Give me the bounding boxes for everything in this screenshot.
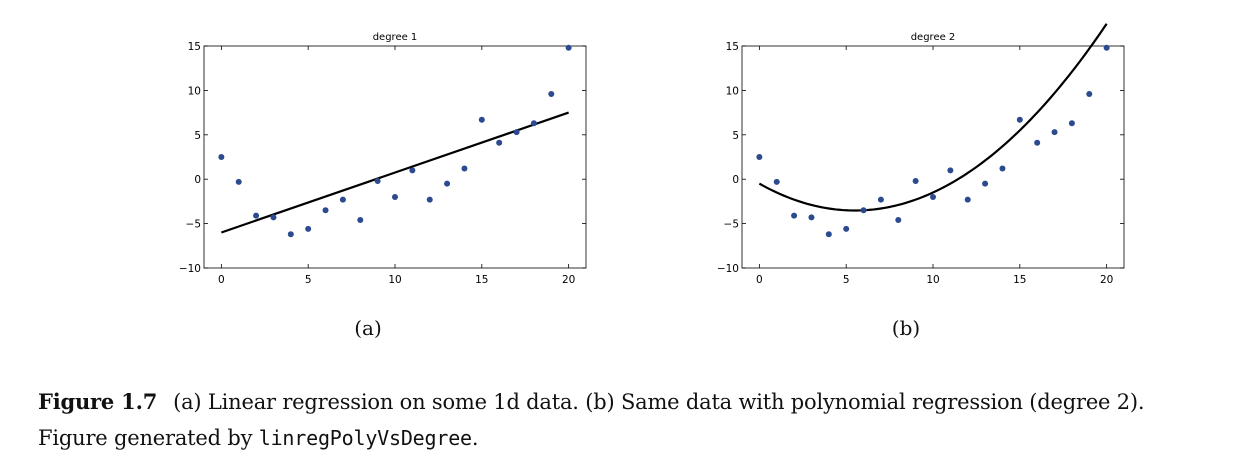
x-tick-label: 5	[843, 274, 850, 286]
x-tick-label: 5	[305, 274, 312, 286]
data-point	[444, 180, 451, 187]
data-point	[496, 139, 503, 146]
data-point	[253, 212, 260, 219]
data-point	[860, 207, 867, 214]
data-point	[339, 196, 346, 203]
data-point	[843, 225, 850, 232]
data-point	[1086, 90, 1093, 97]
data-point	[947, 167, 954, 174]
x-tick-label: 0	[218, 274, 225, 286]
data-point	[1016, 116, 1023, 123]
data-point	[548, 90, 555, 97]
caption-generated-suffix: .	[471, 426, 479, 450]
y-tick-label: 15	[726, 41, 739, 53]
caption-code-name: linregPolyVsDegree	[258, 426, 472, 450]
data-point	[530, 120, 537, 127]
y-tick-label: 5	[732, 130, 739, 142]
data-point	[322, 207, 329, 214]
panel-label-a: (a)	[354, 316, 382, 340]
x-tick-label: 10	[926, 274, 939, 286]
chart-title: degree 2	[911, 32, 956, 43]
data-point	[409, 167, 416, 174]
y-tick-label: 0	[732, 174, 739, 186]
data-point	[218, 154, 225, 160]
x-tick-label: 15	[475, 274, 488, 286]
data-point	[756, 154, 763, 160]
x-tick-label: 20	[1100, 274, 1113, 286]
data-point	[1103, 44, 1110, 51]
data-point	[964, 196, 971, 203]
data-point	[357, 217, 364, 224]
caption-line-2: Figure generated by linregPolyVsDegree.	[38, 420, 1248, 456]
chart-degree-2: degree 2 0 5 10 15 20 −10 −5 0 5 10 15	[717, 23, 1125, 286]
data-point	[461, 165, 468, 172]
data-point	[912, 177, 919, 184]
y-tick-label: 0	[194, 174, 201, 186]
caption-line-1: Figure 1.7 (a) Linear regression on some …	[38, 384, 1248, 420]
data-point	[982, 180, 989, 187]
data-point	[305, 225, 312, 232]
data-point	[825, 231, 832, 238]
y-tick-label: 5	[194, 130, 201, 142]
y-tick-label: −10	[179, 263, 201, 275]
chart-degree-1: degree 1 0 5 10 15 20 −10 −5 0 5 10 15	[179, 32, 587, 286]
figure-number: Figure 1.7	[38, 389, 158, 414]
y-tick-label: −10	[717, 263, 739, 275]
fit-line	[221, 111, 569, 234]
x-tick-label: 20	[562, 274, 575, 286]
caption-text: (a) Linear regression on some 1d data. (…	[173, 390, 1145, 414]
data-point	[1034, 139, 1041, 146]
data-point	[478, 116, 485, 123]
x-tick-label: 10	[388, 274, 401, 286]
data-point	[791, 212, 798, 219]
x-tick-label: 0	[756, 274, 763, 286]
y-tick-label: 10	[726, 85, 739, 97]
data-point	[513, 129, 520, 136]
data-point	[374, 177, 381, 184]
data-point	[895, 217, 902, 224]
panel-label-b: (b)	[891, 316, 921, 340]
data-point	[1068, 120, 1075, 127]
data-point	[426, 196, 433, 203]
y-tick-label: 15	[188, 41, 201, 53]
data-point	[235, 178, 242, 185]
data-point	[877, 196, 884, 203]
figure-caption: Figure 1.7 (a) Linear regression on some …	[38, 384, 1248, 456]
chart-title: degree 1	[373, 32, 418, 43]
data-point	[808, 214, 815, 221]
data-point	[930, 193, 936, 200]
y-tick-label: −5	[724, 219, 739, 231]
fit-line	[758, 23, 1108, 212]
y-tick-label: −5	[186, 219, 201, 231]
data-point	[1051, 129, 1058, 136]
y-tick-label: 10	[188, 85, 201, 97]
data-point	[392, 193, 398, 200]
data-point	[287, 231, 294, 238]
data-point	[999, 165, 1006, 172]
x-tick-label: 15	[1013, 274, 1026, 286]
data-point	[270, 214, 277, 221]
caption-generated-prefix: Figure generated by	[38, 426, 259, 450]
data-point	[565, 44, 572, 51]
data-point	[773, 178, 780, 185]
plot-frame	[203, 45, 587, 269]
